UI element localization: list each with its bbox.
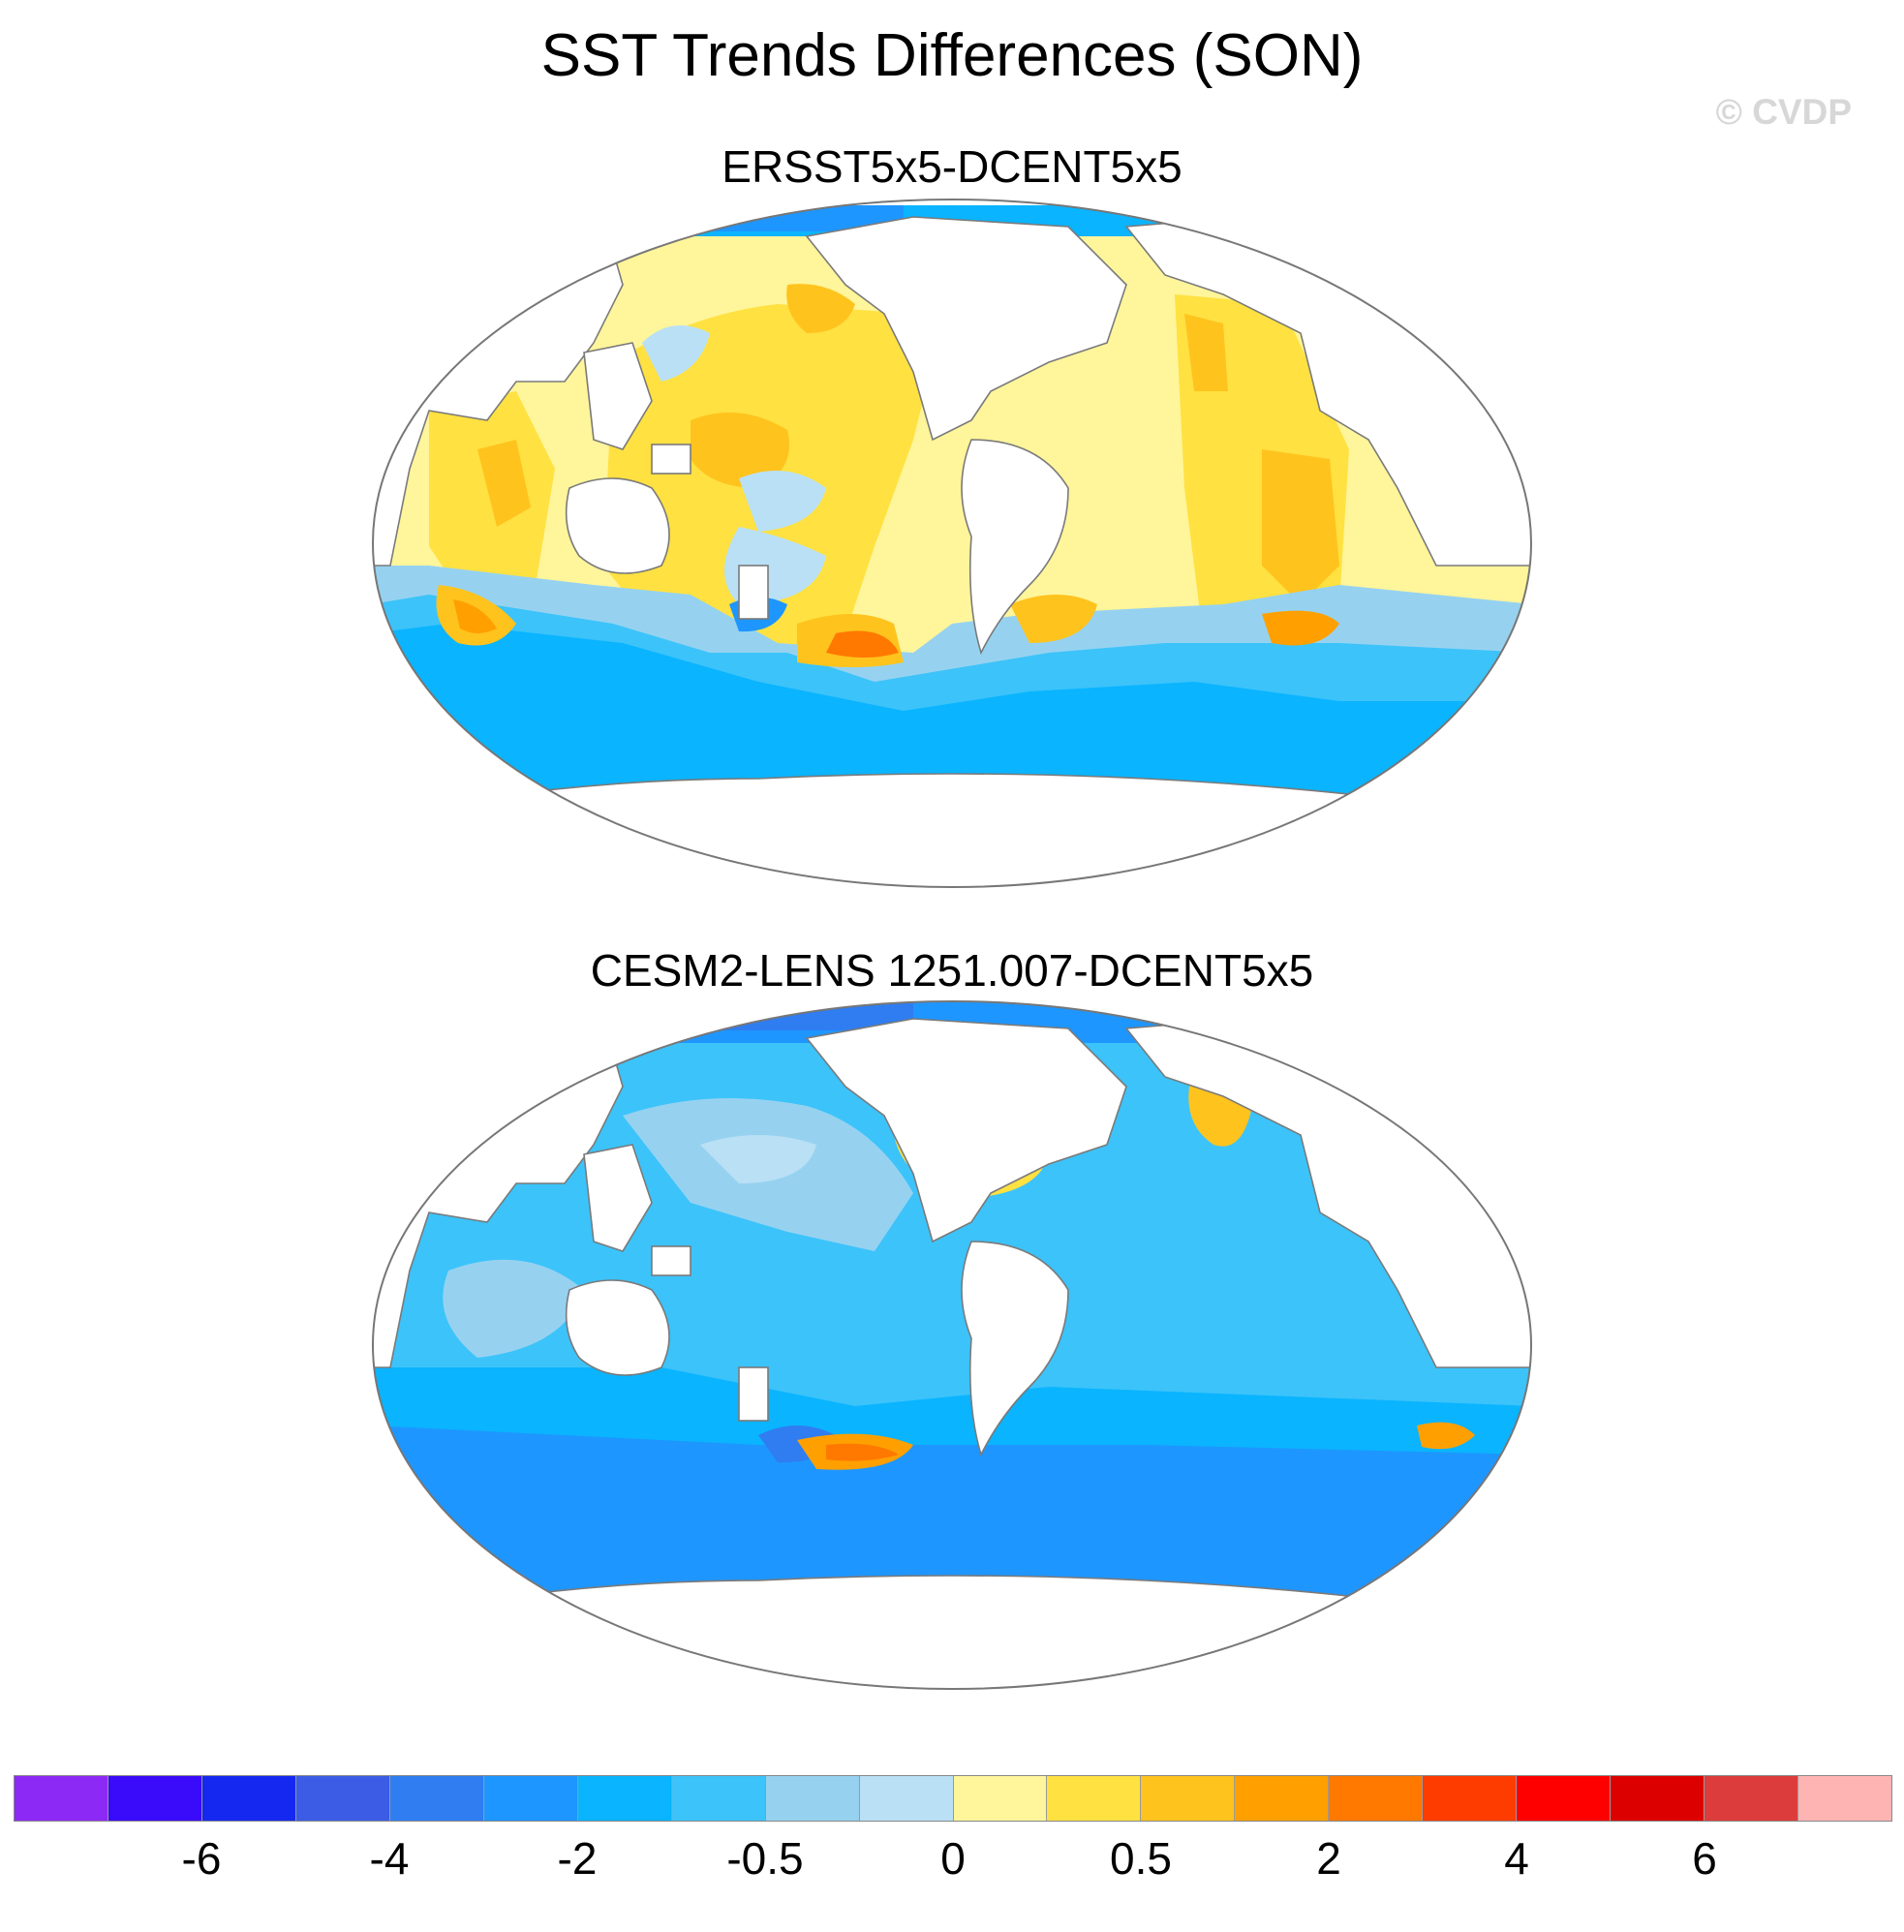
- colorbar-swatch-18: [1704, 1776, 1799, 1821]
- colorbar-swatch-15: [1423, 1776, 1518, 1821]
- colorbar-tick-label: -4: [369, 1833, 410, 1884]
- colorbar-tick-label: 2: [1316, 1833, 1341, 1884]
- south-america-land: [961, 1241, 1069, 1457]
- south-indian-hot: [453, 599, 497, 633]
- colorbar-swatch-14: [1329, 1776, 1424, 1821]
- island-nz: [738, 565, 769, 620]
- map-svg-cesm2: [372, 1000, 1532, 1690]
- map-border: [372, 199, 1532, 888]
- north-pacific-core: [786, 284, 855, 333]
- south-america-land: [961, 439, 1069, 656]
- island-nz: [738, 1366, 769, 1422]
- panel-title-cesm2: CESM2-LENS 1251.007-DCENT5x5: [590, 945, 1314, 996]
- colorbar-swatch-6: [577, 1776, 672, 1821]
- colorbar-swatch-1: [107, 1776, 202, 1821]
- weddell-warm: [1417, 1422, 1475, 1450]
- north-america-land: [805, 216, 1127, 442]
- colorbar-tick-label: -6: [181, 1833, 222, 1884]
- indian-ocean-core: [477, 440, 531, 527]
- colorbar-swatch-12: [1141, 1776, 1236, 1821]
- cvdp-watermark: © CVDP: [1715, 92, 1852, 132]
- pacific-cool-patch-1: [642, 325, 710, 382]
- antarctica-land: [373, 1575, 1531, 1689]
- colorbar-swatch-4: [389, 1776, 484, 1821]
- south-atlantic-core: [1262, 449, 1339, 604]
- figure-title: SST Trends Differences (SON): [540, 22, 1364, 89]
- colorbar-tick-label: 0.5: [1110, 1833, 1172, 1884]
- colorbar-swatch-2: [201, 1776, 296, 1821]
- ross-sea-hot: [826, 1443, 899, 1461]
- colorbar-swatch-5: [483, 1776, 578, 1821]
- colorbar-tick-label: 0: [940, 1833, 966, 1884]
- colorbar: [14, 1775, 1892, 1822]
- ross-sea-hot: [826, 630, 899, 658]
- island-pacific: [651, 444, 691, 475]
- maritime-continent-land: [583, 342, 653, 450]
- island-pacific: [651, 1245, 691, 1276]
- map-panel-ersst: [371, 198, 1533, 890]
- pacific-warm-core: [691, 413, 789, 488]
- pacific-cool-patch-2: [739, 471, 826, 532]
- colorbar-tick-label: 6: [1692, 1833, 1717, 1884]
- colorbar-swatch-17: [1611, 1776, 1705, 1821]
- north-pacific-lighter: [700, 1135, 816, 1183]
- colorbar-tick-label: -2: [557, 1833, 598, 1884]
- colorbar-swatch-9: [859, 1776, 954, 1821]
- north-america-land: [805, 1018, 1127, 1243]
- colorbar-swatch-0: [15, 1776, 108, 1821]
- indian-ocean-light: [443, 1259, 584, 1358]
- colorbar-tick-label: -0.5: [726, 1833, 804, 1884]
- colorbar-tick-label: 4: [1504, 1833, 1529, 1884]
- colorbar-swatch-19: [1798, 1776, 1892, 1821]
- maritime-continent-land: [583, 1144, 653, 1252]
- antarctica-land: [373, 773, 1531, 887]
- map-panel-cesm2: [371, 999, 1533, 1692]
- colorbar-labels: -6 -4 -2 -0.5 0 0.5 2 4 6: [0, 1833, 1904, 1901]
- south-atlantic-warm: [1010, 595, 1097, 643]
- colorbar-swatch-11: [1047, 1776, 1142, 1821]
- colorbar-swatch-13: [1235, 1776, 1330, 1821]
- colorbar-swatch-16: [1517, 1776, 1612, 1821]
- colorbar-swatch-10: [953, 1776, 1048, 1821]
- map-border: [372, 1000, 1532, 1690]
- map-svg-ersst: [372, 199, 1532, 888]
- australia-land: [565, 477, 670, 574]
- colorbar-swatch-3: [295, 1776, 390, 1821]
- colorbar-swatch-7: [671, 1776, 766, 1821]
- panel-title-ersst: ERSST5x5-DCENT5x5: [722, 141, 1182, 192]
- north-atlantic-core: [1184, 314, 1228, 391]
- south-atlantic-hot: [1262, 610, 1339, 646]
- colorbar-swatch-8: [765, 1776, 860, 1821]
- australia-land: [565, 1279, 670, 1376]
